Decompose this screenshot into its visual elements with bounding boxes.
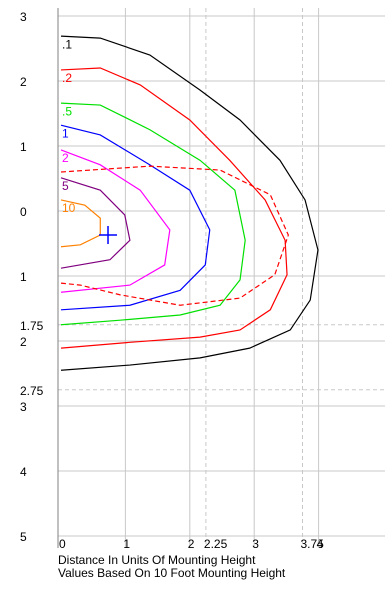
x-tick-label: 2.25 <box>204 537 228 551</box>
contour-label: 5 <box>62 179 69 193</box>
contour-line <box>60 35 319 371</box>
contour-line <box>60 149 171 293</box>
y-tick-label: 0 <box>20 205 27 219</box>
center-marker <box>99 226 118 245</box>
y-tick-label: 1 <box>20 140 27 154</box>
contour-label: .2 <box>62 71 72 85</box>
x-tick-label: 2 <box>188 537 195 551</box>
y-tick-label: 1.75 <box>20 319 44 333</box>
contour-label: .1 <box>62 37 72 51</box>
contour-line <box>60 67 288 349</box>
contour-label: .5 <box>62 104 72 118</box>
x-tick-label: 1 <box>123 537 130 551</box>
y-tick-label: 2 <box>20 335 27 349</box>
contour-line <box>60 124 211 311</box>
y-tick-label: 3 <box>20 400 27 414</box>
contour-line <box>60 102 246 326</box>
x-tick-label: 3 <box>252 537 259 551</box>
x-axis-label: Distance In Units Of Mounting Height <box>58 553 256 567</box>
y-tick-label: 2.75 <box>20 384 44 398</box>
x-tick-label: 0 <box>59 537 66 551</box>
x-tick-label: 4 <box>317 537 324 551</box>
y-tick-label: 4 <box>20 465 27 479</box>
contour-label: 1 <box>62 126 69 140</box>
y-tick-label: 3 <box>20 10 27 24</box>
contour-label: 10 <box>62 201 76 215</box>
y-tick-label: 2 <box>20 75 27 89</box>
note: Values Based On 10 Foot Mounting Height <box>58 566 286 580</box>
y-tick-label: 5 <box>20 530 27 544</box>
contour-line <box>60 199 101 248</box>
contour-label: 2 <box>62 151 69 165</box>
y-tick-label: 1 <box>20 270 27 284</box>
contour-line <box>60 177 131 269</box>
